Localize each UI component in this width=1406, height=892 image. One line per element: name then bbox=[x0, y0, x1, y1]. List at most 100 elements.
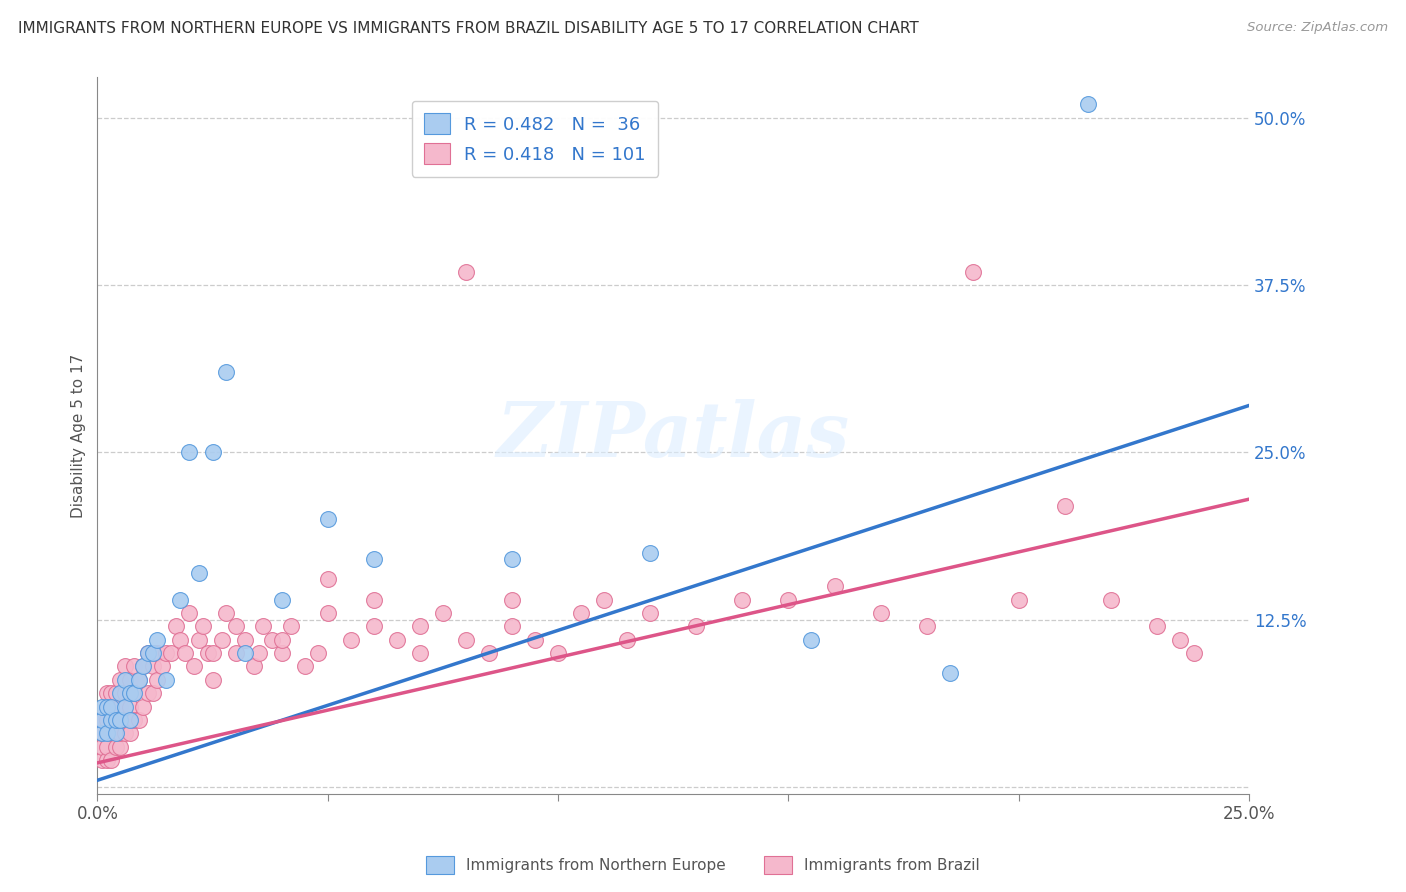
Point bbox=[91, 713, 114, 727]
Point bbox=[1182, 646, 1205, 660]
Point bbox=[118, 699, 141, 714]
Point bbox=[91, 726, 114, 740]
Point bbox=[128, 673, 150, 687]
Point bbox=[316, 606, 339, 620]
Point bbox=[363, 619, 385, 633]
Point bbox=[104, 713, 127, 727]
Point bbox=[454, 264, 477, 278]
Point bbox=[100, 713, 122, 727]
Point bbox=[233, 646, 256, 660]
Point bbox=[685, 619, 707, 633]
Point bbox=[96, 726, 118, 740]
Point bbox=[363, 552, 385, 566]
Point bbox=[104, 686, 127, 700]
Point bbox=[1099, 592, 1122, 607]
Point bbox=[128, 673, 150, 687]
Point bbox=[96, 713, 118, 727]
Point bbox=[110, 673, 132, 687]
Point bbox=[173, 646, 195, 660]
Point bbox=[132, 659, 155, 673]
Point bbox=[638, 606, 661, 620]
Point bbox=[800, 632, 823, 647]
Legend: R = 0.482   N =  36, R = 0.418   N = 101: R = 0.482 N = 36, R = 0.418 N = 101 bbox=[412, 101, 658, 177]
Point bbox=[363, 592, 385, 607]
Point bbox=[524, 632, 547, 647]
Text: Source: ZipAtlas.com: Source: ZipAtlas.com bbox=[1247, 21, 1388, 34]
Point bbox=[193, 619, 215, 633]
Point bbox=[110, 699, 132, 714]
Point bbox=[187, 566, 209, 580]
Point bbox=[114, 673, 136, 687]
Point bbox=[824, 579, 846, 593]
Point bbox=[280, 619, 302, 633]
Point bbox=[270, 592, 292, 607]
Point bbox=[136, 686, 159, 700]
Point bbox=[114, 726, 136, 740]
Point bbox=[247, 646, 270, 660]
Point bbox=[179, 445, 201, 459]
Point bbox=[110, 713, 132, 727]
Point bbox=[146, 632, 169, 647]
Point bbox=[96, 686, 118, 700]
Point bbox=[114, 686, 136, 700]
Point bbox=[547, 646, 569, 660]
Point bbox=[316, 512, 339, 526]
Point bbox=[270, 646, 292, 660]
Point bbox=[132, 659, 155, 673]
Point bbox=[91, 713, 114, 727]
Point bbox=[501, 619, 523, 633]
Point bbox=[409, 619, 432, 633]
Point bbox=[118, 673, 141, 687]
Point bbox=[233, 632, 256, 647]
Point bbox=[160, 646, 183, 660]
Point bbox=[252, 619, 274, 633]
Point bbox=[96, 753, 118, 767]
Point bbox=[104, 699, 127, 714]
Point bbox=[150, 659, 173, 673]
Point bbox=[1168, 632, 1191, 647]
Point bbox=[155, 673, 177, 687]
Point bbox=[142, 686, 165, 700]
Point bbox=[869, 606, 891, 620]
Point bbox=[1008, 592, 1031, 607]
Point bbox=[179, 606, 201, 620]
Point bbox=[962, 264, 984, 278]
Point bbox=[262, 632, 284, 647]
Point bbox=[114, 659, 136, 673]
Point bbox=[731, 592, 754, 607]
Point bbox=[104, 739, 127, 754]
Point bbox=[122, 659, 145, 673]
Point bbox=[96, 699, 118, 714]
Point bbox=[432, 606, 454, 620]
Point bbox=[100, 686, 122, 700]
Point bbox=[136, 646, 159, 660]
Point bbox=[215, 606, 238, 620]
Point bbox=[118, 686, 141, 700]
Point bbox=[110, 739, 132, 754]
Point bbox=[114, 713, 136, 727]
Point bbox=[1077, 97, 1099, 112]
Text: IMMIGRANTS FROM NORTHERN EUROPE VS IMMIGRANTS FROM BRAZIL DISABILITY AGE 5 TO 17: IMMIGRANTS FROM NORTHERN EUROPE VS IMMIG… bbox=[18, 21, 920, 36]
Point bbox=[183, 659, 205, 673]
Point bbox=[104, 726, 127, 740]
Point bbox=[294, 659, 316, 673]
Point bbox=[316, 573, 339, 587]
Point bbox=[308, 646, 330, 660]
Point bbox=[385, 632, 408, 647]
Point bbox=[100, 699, 122, 714]
Legend: Immigrants from Northern Europe, Immigrants from Brazil: Immigrants from Northern Europe, Immigra… bbox=[420, 850, 986, 880]
Point bbox=[225, 619, 247, 633]
Point bbox=[225, 646, 247, 660]
Point bbox=[91, 699, 114, 714]
Point bbox=[122, 686, 145, 700]
Point bbox=[243, 659, 266, 673]
Y-axis label: Disability Age 5 to 17: Disability Age 5 to 17 bbox=[72, 353, 86, 517]
Point bbox=[778, 592, 800, 607]
Point bbox=[146, 646, 169, 660]
Point bbox=[197, 646, 219, 660]
Point bbox=[114, 699, 136, 714]
Point bbox=[110, 726, 132, 740]
Point bbox=[132, 699, 155, 714]
Point bbox=[142, 659, 165, 673]
Point bbox=[96, 739, 118, 754]
